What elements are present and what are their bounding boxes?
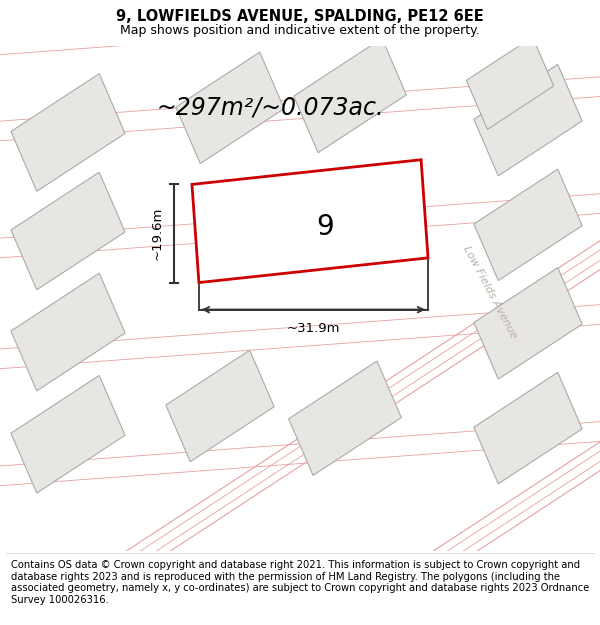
Polygon shape bbox=[474, 372, 582, 484]
Polygon shape bbox=[474, 64, 582, 176]
Text: ~31.9m: ~31.9m bbox=[287, 322, 340, 335]
Polygon shape bbox=[474, 268, 582, 379]
Text: 9: 9 bbox=[316, 213, 334, 241]
Polygon shape bbox=[11, 273, 125, 391]
Polygon shape bbox=[176, 52, 284, 164]
Polygon shape bbox=[474, 169, 582, 281]
Polygon shape bbox=[289, 361, 401, 476]
Polygon shape bbox=[166, 350, 274, 462]
Polygon shape bbox=[11, 172, 125, 290]
Polygon shape bbox=[466, 37, 554, 129]
Polygon shape bbox=[11, 376, 125, 493]
Polygon shape bbox=[11, 74, 125, 191]
Polygon shape bbox=[293, 38, 406, 152]
Text: ~297m²/~0.073ac.: ~297m²/~0.073ac. bbox=[156, 96, 384, 120]
Text: 9, LOWFIELDS AVENUE, SPALDING, PE12 6EE: 9, LOWFIELDS AVENUE, SPALDING, PE12 6EE bbox=[116, 9, 484, 24]
Text: Map shows position and indicative extent of the property.: Map shows position and indicative extent… bbox=[120, 24, 480, 37]
Polygon shape bbox=[192, 160, 428, 282]
Text: ~19.6m: ~19.6m bbox=[151, 207, 164, 260]
Text: Low Fields Avenue: Low Fields Avenue bbox=[461, 244, 519, 341]
Text: Contains OS data © Crown copyright and database right 2021. This information is : Contains OS data © Crown copyright and d… bbox=[11, 560, 589, 605]
